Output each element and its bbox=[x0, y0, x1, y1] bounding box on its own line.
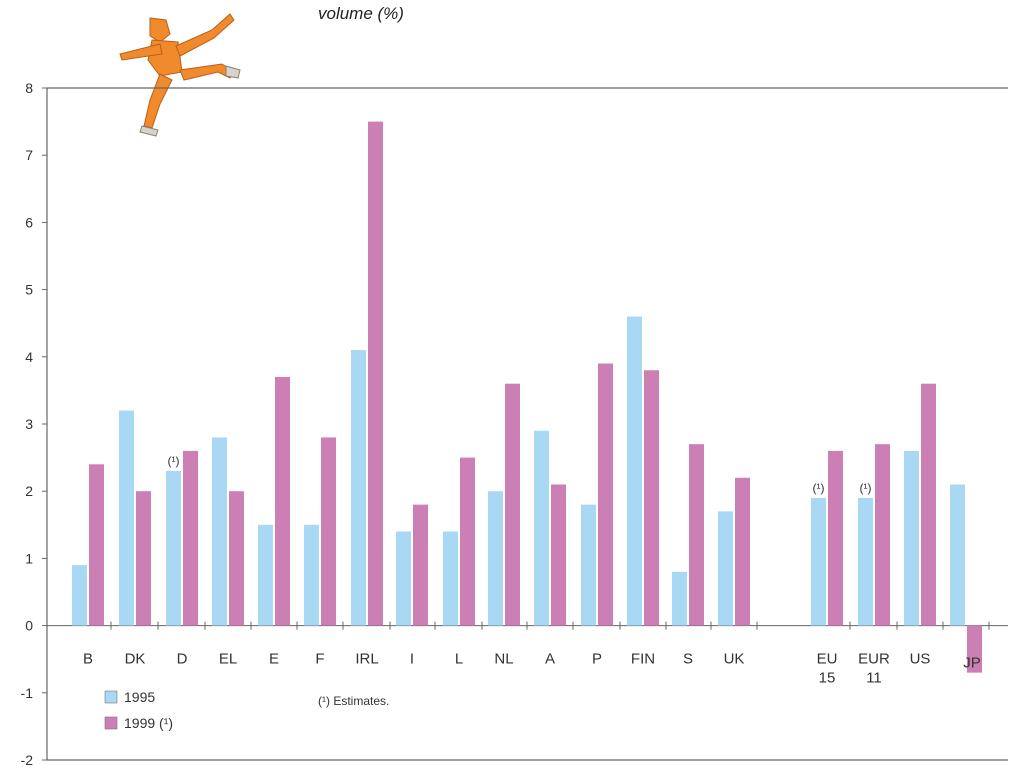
legend-label: 1999 (¹) bbox=[124, 715, 173, 731]
bar-1999 bbox=[967, 625, 982, 673]
category-label: EL bbox=[219, 651, 237, 668]
bar-1995 bbox=[581, 504, 596, 626]
y-tick-label: 4 bbox=[25, 349, 33, 365]
bar-1999 bbox=[460, 457, 475, 626]
bar-1999 bbox=[735, 477, 750, 626]
y-tick-label: 3 bbox=[25, 416, 33, 432]
bar-1995 bbox=[950, 484, 965, 626]
bar-1999 bbox=[551, 484, 566, 626]
category-label: NL bbox=[494, 651, 513, 668]
category-label: UK bbox=[724, 651, 745, 668]
bar-1995 bbox=[672, 571, 687, 626]
bar-1995 bbox=[396, 531, 411, 626]
category-label: P bbox=[592, 651, 602, 668]
category-label: EUR bbox=[858, 651, 890, 668]
bar-1995 bbox=[488, 491, 503, 626]
estimate-marker: (¹) bbox=[860, 481, 872, 495]
category-label: IRL bbox=[355, 651, 378, 668]
y-tick-label: 2 bbox=[25, 483, 33, 499]
running-figure-illustration bbox=[119, 13, 241, 137]
y-tick-label: -2 bbox=[21, 752, 34, 767]
bar-1999 bbox=[275, 376, 290, 626]
y-tick-label: 0 bbox=[25, 618, 33, 634]
y-tick-label: 6 bbox=[25, 214, 33, 230]
category-label: E bbox=[269, 651, 279, 668]
y-tick-label: 8 bbox=[25, 80, 33, 96]
bar-1999 bbox=[229, 491, 244, 626]
bar-1999 bbox=[136, 491, 151, 626]
bar-1995 bbox=[119, 410, 134, 626]
bar-1995 bbox=[258, 524, 273, 626]
bar-1999 bbox=[689, 444, 704, 626]
bar-1995 bbox=[858, 497, 873, 626]
y-tick-label: 7 bbox=[25, 147, 33, 163]
bar-1995 bbox=[351, 350, 366, 626]
footnote-text: (¹) Estimates. bbox=[318, 694, 389, 708]
category-label: EU bbox=[817, 651, 838, 668]
bar-1999 bbox=[598, 363, 613, 626]
estimate-marker: (¹) bbox=[813, 481, 825, 495]
bar-1995 bbox=[811, 497, 826, 626]
category-label: 11 bbox=[866, 670, 882, 687]
bar-1995 bbox=[72, 565, 87, 626]
category-label: S bbox=[683, 651, 693, 668]
bar-1999 bbox=[828, 450, 843, 626]
category-label: A bbox=[545, 651, 555, 668]
y-tick-label: 1 bbox=[25, 550, 33, 566]
bar-1999 bbox=[368, 121, 383, 626]
bar-1995 bbox=[627, 316, 642, 626]
y-tick-label: 5 bbox=[25, 282, 33, 298]
bar-1999 bbox=[921, 383, 936, 626]
bar-1995 bbox=[304, 524, 319, 626]
estimate-marker: (¹) bbox=[168, 454, 180, 468]
chart-title: volume (%) bbox=[318, 4, 404, 23]
bar-1995 bbox=[904, 450, 919, 626]
category-label: FIN bbox=[631, 651, 655, 668]
bar-1995 bbox=[534, 430, 549, 626]
bar-1995 bbox=[718, 511, 733, 626]
bar-1995 bbox=[443, 531, 458, 626]
category-label: B bbox=[83, 651, 93, 668]
category-label: DK bbox=[125, 651, 146, 668]
bar-1999 bbox=[505, 383, 520, 626]
y-tick-label: -1 bbox=[21, 685, 34, 701]
bar-1999 bbox=[875, 444, 890, 626]
category-label: JP bbox=[963, 655, 981, 672]
category-label: US bbox=[910, 651, 931, 668]
legend-swatch bbox=[104, 716, 118, 730]
category-label: I bbox=[410, 651, 414, 668]
legend-swatch bbox=[104, 690, 118, 704]
category-label: D bbox=[177, 651, 188, 668]
bar-1999 bbox=[413, 504, 428, 626]
bar-1999 bbox=[644, 370, 659, 626]
bar-1999 bbox=[183, 450, 198, 626]
legend-label: 1995 bbox=[124, 689, 155, 705]
category-label: 15 bbox=[819, 670, 836, 687]
bar-1995 bbox=[212, 437, 227, 626]
bar-1999 bbox=[321, 437, 336, 626]
category-label: L bbox=[455, 651, 463, 668]
category-label: F bbox=[315, 651, 324, 668]
bar-1995 bbox=[166, 471, 181, 626]
bar-1999 bbox=[89, 464, 104, 626]
plot-area: -2 -1 0 1 2 3 4 5 6 7 8 B DK D EL E F IRL I L NL A P FIN S UK EU 15… bbox=[21, 80, 1008, 767]
